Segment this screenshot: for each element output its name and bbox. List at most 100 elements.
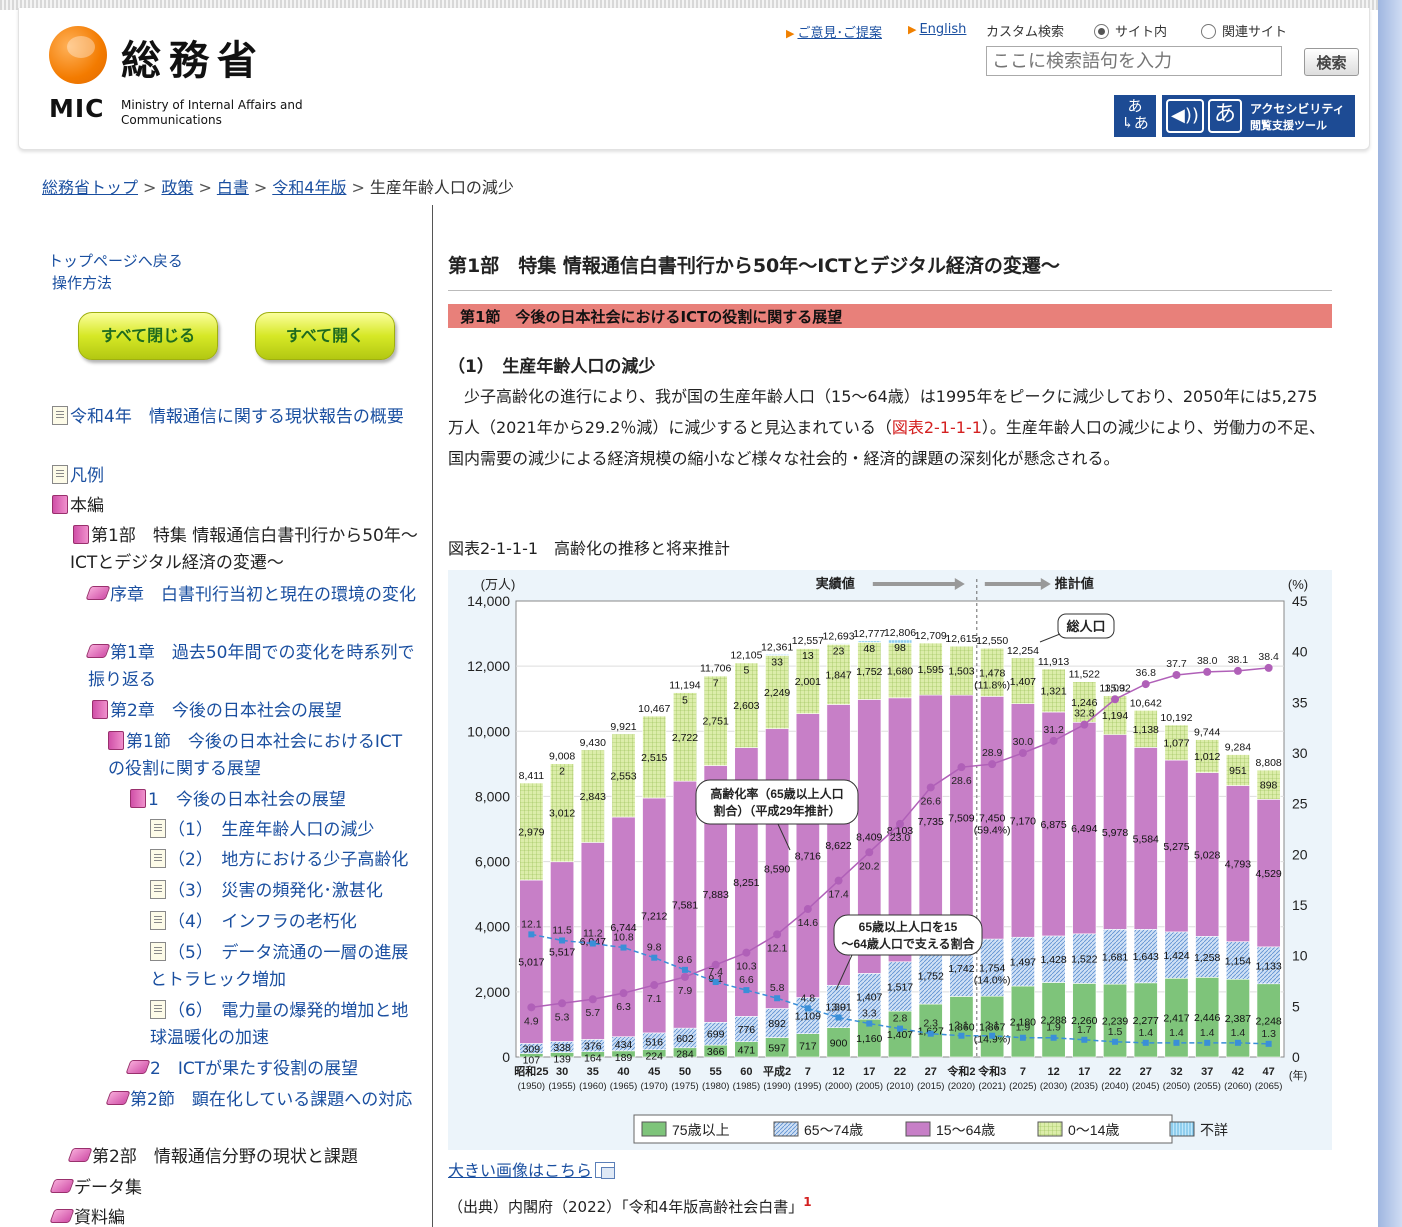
tree-item-sec2[interactable]: 第2節 顕在化している課題への対応 <box>105 1087 418 1114</box>
y-right-tick-label: 5 <box>1292 998 1300 1014</box>
tree-item-4[interactable]: （4） インフラの老朽化 <box>150 909 357 936</box>
bar-value-label: 699 <box>707 1029 725 1041</box>
tree-item-label: 凡例 <box>70 466 104 486</box>
opinion-link[interactable]: ▶ ご意見･ご提案 <box>786 22 882 41</box>
howto-link[interactable]: 操作方法 <box>52 274 113 292</box>
bar-value-label: 7,450 <box>979 813 1005 825</box>
bar-value-label: 1,860 <box>948 1022 974 1034</box>
tree-item-6[interactable]: （6） 電力量の爆発的増加と地球温暖化の加速 <box>150 998 422 1052</box>
ruby-toggle-button[interactable]: あ ↳あ <box>1114 95 1156 137</box>
bar-value-label: 1,517 <box>887 981 913 993</box>
large-image-link[interactable]: 大きい画像はこちら <box>448 1157 616 1181</box>
tree-item-ch2[interactable]: 第2章 今後の日本社会の展望 <box>92 698 342 725</box>
total-value-label: 9,921 <box>610 721 636 733</box>
close-all-button[interactable]: すべて閉じる <box>78 312 218 360</box>
breadcrumb-link-whitepaper[interactable]: 白書 <box>216 178 249 197</box>
support-ratio-point <box>681 966 688 973</box>
radio-site[interactable]: サイト内 <box>1094 21 1167 40</box>
tree-item-sec1[interactable]: 第1節 今後の日本社会におけるICTの役割に関する展望 <box>108 729 408 783</box>
unknown-value-label: 5 <box>743 665 749 677</box>
aging-rate-label: 37.7 <box>1166 658 1187 670</box>
total-value-label: 11,913 <box>1038 656 1069 668</box>
x-tick-era: 42 <box>1232 1066 1244 1078</box>
open-book-icon <box>85 586 111 600</box>
breadcrumb-separator: > <box>253 178 268 197</box>
breadcrumb-separator: > <box>143 178 157 197</box>
tree-item-part1[interactable]: 第1部 特集 情報通信白書刊行から50年〜ICTとデジタル経済の変遷〜 <box>70 523 430 577</box>
accessibility-title: アクセシビリティ <box>1250 102 1345 116</box>
tree-item-outlook[interactable]: 1 今後の日本社会の展望 <box>130 787 346 814</box>
open-all-button[interactable]: すべて開く <box>255 312 395 360</box>
tree-item-label: （6） 電力量の爆発的増加と地球温暖化の加速 <box>150 1001 409 1048</box>
x-unit: (年) <box>1289 1068 1307 1082</box>
breadcrumb-link-policy[interactable]: 政策 <box>161 178 194 197</box>
tree-item-data[interactable]: データ集 <box>49 1175 142 1202</box>
search-button[interactable]: 検索 <box>1304 48 1359 76</box>
total-value-label: 12,254 <box>1007 645 1039 657</box>
breadcrumb-link-r4[interactable]: 令和4年版 <box>272 178 347 197</box>
x-tick-era: 47 <box>1263 1066 1275 1078</box>
bar-value-label: 2,553 <box>610 770 636 782</box>
total-value-label: 11,706 <box>700 663 731 675</box>
tree-item-label: 第1部 特集 情報通信白書刊行から50年〜ICTとデジタル経済の変遷〜 <box>70 526 418 573</box>
aging-rate-point <box>1233 666 1242 675</box>
breadcrumb: 総務省トップ > 政策 > 白書 > 令和4年版 > 生産年齢人口の減少 <box>42 174 514 198</box>
support-callout-line2: ～64歳人口で支える割合 <box>842 936 976 951</box>
bar-value-label: 8,409 <box>856 831 882 843</box>
tree-item-3[interactable]: （3） 災害の頻発化･激甚化 <box>150 878 383 905</box>
breadcrumb-link-top[interactable]: 総務省トップ <box>42 178 139 197</box>
y-right-tick-label: 35 <box>1292 694 1308 710</box>
radio-related[interactable]: 関連サイト <box>1201 21 1287 40</box>
figure-link[interactable]: 図表2-1-1-1 <box>891 418 982 437</box>
aging-chart: 0 2,000 4,000 6,000 8,000 10,000 12,000 14,000 0… <box>448 570 1332 1150</box>
text-size-icon: あ <box>1208 99 1242 133</box>
total-value-label: 9,430 <box>580 737 606 749</box>
support-ratio-point <box>1204 1039 1211 1046</box>
bar-value-label: 2,387 <box>1225 1013 1251 1025</box>
tree-item-5[interactable]: （5） データ流通の一層の進展とトラヒック増加 <box>150 940 422 994</box>
bar-value-label: 8,716 <box>795 851 821 863</box>
projection-arrow-icon <box>984 578 1051 590</box>
tree-item-ch1[interactable]: 第1章 過去50年間での変化を時系列で振り返る <box>85 640 423 694</box>
x-tick-era: 令和2 <box>946 1064 975 1078</box>
tree-item-2[interactable]: （2） 地方における少子高齢化 <box>150 847 408 874</box>
tree-item-legend[interactable]: 凡例 <box>52 463 104 490</box>
legend-label: 65～74歳 <box>804 1122 863 1138</box>
tree-item-intro[interactable]: 序章 白書刊行当初と現在の環境の変化 <box>85 582 423 609</box>
tree-item-ict-role[interactable]: 2 ICTが果たす役割の展望 <box>125 1056 358 1083</box>
bar-value-label: 1,133 <box>1255 960 1281 972</box>
tree-item-1[interactable]: （1） 生産年齢人口の減少 <box>150 817 374 844</box>
support-ratio-point <box>1173 1039 1180 1046</box>
english-link[interactable]: ▶ English <box>908 22 966 37</box>
bar-value-label: 366 <box>707 1046 725 1058</box>
footnote-marker[interactable]: 1 <box>803 1195 812 1209</box>
x-tick-year: (1950) <box>518 1081 545 1092</box>
tree-item-part2[interactable]: 第2部 情報通信分野の現状と課題 <box>67 1144 358 1171</box>
x-tick-era: 60 <box>740 1066 752 1078</box>
tree-item-materials[interactable]: 資料編 <box>49 1205 125 1227</box>
bar-segment <box>826 643 851 645</box>
aging-rate-point <box>926 783 935 792</box>
search-input[interactable] <box>986 46 1282 76</box>
x-tick-year: (2050) <box>1163 1081 1190 1092</box>
total-value-label: 9,008 <box>549 751 575 763</box>
accessibility-tool-button[interactable]: ◀)) あ アクセシビリティ 閲覧支援ツール <box>1162 95 1355 137</box>
support-ratio-label: 3.9 <box>831 1001 846 1013</box>
bar-value-label: 516 <box>645 1036 663 1048</box>
tree-item-main[interactable]: 本編 <box>52 493 104 520</box>
bar-segment <box>765 654 790 656</box>
aging-rate-label: 14.6 <box>798 917 819 929</box>
back-to-top-link[interactable]: トップページへ戻る <box>48 252 183 270</box>
tree-item-label: 第2部 情報通信分野の現状と課題 <box>92 1147 358 1167</box>
sub-heading: （1） 生産年齢人口の減少 <box>448 357 656 377</box>
bar-value-label: 8,103 <box>887 825 913 837</box>
tree-item-summary[interactable]: 令和4年 情報通信に関する現状報告の概要 <box>52 404 422 431</box>
support-ratio-point <box>1081 1036 1088 1043</box>
bar-value-label: 376 <box>584 1041 602 1053</box>
tree-item-label: 序章 白書刊行当初と現在の環境の変化 <box>110 585 416 605</box>
mic-logo[interactable]: 総務省 MIC Ministry of Internal Affairs and… <box>49 22 339 132</box>
breadcrumb-current: 生産年齢人口の減少 <box>369 178 514 197</box>
document-icon <box>150 849 166 868</box>
bar-segment <box>1041 668 1066 713</box>
total-value-label: 12,105 <box>730 650 762 662</box>
